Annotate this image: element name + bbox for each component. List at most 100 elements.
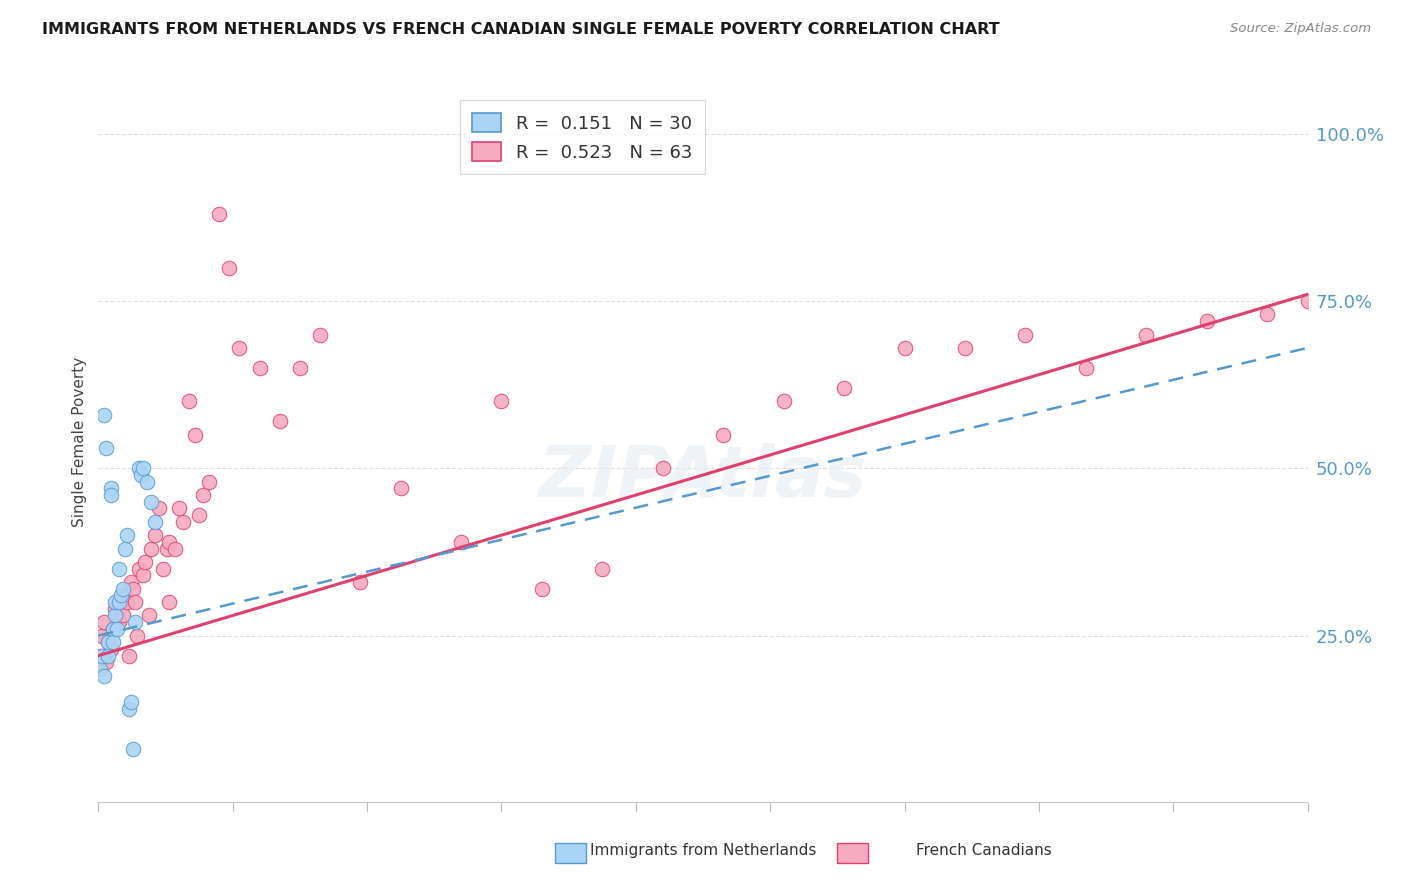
Point bbox=[100, 488, 122, 502]
Point bbox=[105, 622, 128, 636]
Point bbox=[97, 635, 120, 649]
Point bbox=[208, 207, 231, 221]
Point bbox=[218, 260, 240, 275]
Point bbox=[288, 361, 311, 376]
Point bbox=[450, 534, 472, 549]
Point bbox=[115, 595, 138, 609]
Point bbox=[228, 341, 250, 355]
Point bbox=[711, 427, 734, 442]
Point bbox=[1014, 327, 1036, 342]
Point bbox=[389, 482, 412, 496]
Point bbox=[184, 427, 207, 442]
Point bbox=[93, 408, 115, 422]
Point bbox=[591, 562, 613, 576]
Point bbox=[91, 648, 114, 663]
Point bbox=[111, 582, 134, 596]
Point bbox=[193, 488, 215, 502]
Legend: R =  0.151   N = 30, R =  0.523   N = 63: R = 0.151 N = 30, R = 0.523 N = 63 bbox=[460, 100, 704, 174]
Point bbox=[124, 615, 146, 630]
Point bbox=[349, 575, 371, 590]
Point bbox=[156, 541, 179, 556]
Point bbox=[167, 501, 190, 516]
Point bbox=[1195, 314, 1218, 328]
Point bbox=[120, 575, 142, 590]
Point bbox=[157, 534, 180, 549]
Point bbox=[309, 327, 332, 342]
Point bbox=[110, 595, 132, 609]
FancyBboxPatch shape bbox=[837, 843, 868, 863]
Point bbox=[1256, 307, 1278, 322]
Point bbox=[530, 582, 553, 596]
Point bbox=[103, 595, 125, 609]
Point bbox=[132, 568, 155, 582]
Point bbox=[110, 589, 132, 603]
Text: ZIPAtlas: ZIPAtlas bbox=[538, 443, 868, 512]
Point bbox=[93, 669, 115, 683]
Point bbox=[198, 475, 221, 489]
Point bbox=[491, 394, 513, 409]
Point bbox=[111, 608, 134, 623]
Point bbox=[96, 655, 118, 669]
Point bbox=[134, 555, 156, 569]
Point bbox=[249, 361, 271, 376]
Text: IMMIGRANTS FROM NETHERLANDS VS FRENCH CANADIAN SINGLE FEMALE POVERTY CORRELATION: IMMIGRANTS FROM NETHERLANDS VS FRENCH CA… bbox=[42, 22, 1000, 37]
Point bbox=[121, 742, 143, 756]
Point bbox=[832, 381, 855, 395]
Point bbox=[139, 541, 162, 556]
Point bbox=[101, 622, 124, 636]
Point bbox=[143, 515, 166, 529]
Point bbox=[121, 582, 143, 596]
Point bbox=[132, 461, 155, 475]
Text: Immigrants from Netherlands: Immigrants from Netherlands bbox=[589, 843, 817, 858]
Point bbox=[893, 341, 915, 355]
Point bbox=[89, 648, 111, 663]
Point bbox=[105, 608, 128, 623]
Point bbox=[118, 702, 141, 716]
Point bbox=[120, 696, 142, 710]
Point bbox=[157, 595, 180, 609]
Point bbox=[107, 562, 129, 576]
Text: French Canadians: French Canadians bbox=[917, 843, 1052, 858]
Point bbox=[128, 461, 150, 475]
Point bbox=[651, 461, 673, 475]
Point bbox=[1074, 361, 1097, 376]
Point bbox=[107, 595, 129, 609]
Point bbox=[103, 608, 125, 623]
Point bbox=[129, 467, 152, 482]
Point bbox=[125, 628, 148, 642]
Point bbox=[114, 541, 136, 556]
Point bbox=[89, 662, 111, 676]
Point bbox=[103, 602, 125, 616]
Point bbox=[124, 595, 146, 609]
Point bbox=[269, 414, 291, 429]
Text: Source: ZipAtlas.com: Source: ZipAtlas.com bbox=[1230, 22, 1371, 36]
Point bbox=[101, 635, 124, 649]
Point bbox=[96, 442, 118, 455]
Point bbox=[100, 482, 122, 496]
FancyBboxPatch shape bbox=[555, 843, 586, 863]
Point bbox=[953, 341, 976, 355]
Point bbox=[114, 589, 136, 603]
Point bbox=[772, 394, 794, 409]
Point bbox=[163, 541, 186, 556]
Point bbox=[143, 528, 166, 542]
Point bbox=[107, 615, 129, 630]
Point bbox=[1135, 327, 1157, 342]
Point bbox=[138, 608, 160, 623]
Y-axis label: Single Female Poverty: Single Female Poverty bbox=[72, 357, 87, 526]
Point bbox=[172, 515, 194, 529]
Point bbox=[128, 562, 150, 576]
Point bbox=[91, 628, 114, 642]
Point bbox=[188, 508, 211, 523]
Point bbox=[100, 642, 122, 657]
Point bbox=[115, 528, 138, 542]
Point bbox=[118, 648, 141, 663]
Point bbox=[179, 394, 201, 409]
Point bbox=[97, 648, 120, 663]
Point bbox=[152, 562, 174, 576]
Point bbox=[97, 635, 120, 649]
Point bbox=[148, 501, 170, 516]
Point bbox=[93, 615, 115, 630]
Point bbox=[135, 475, 157, 489]
Point bbox=[139, 494, 162, 508]
